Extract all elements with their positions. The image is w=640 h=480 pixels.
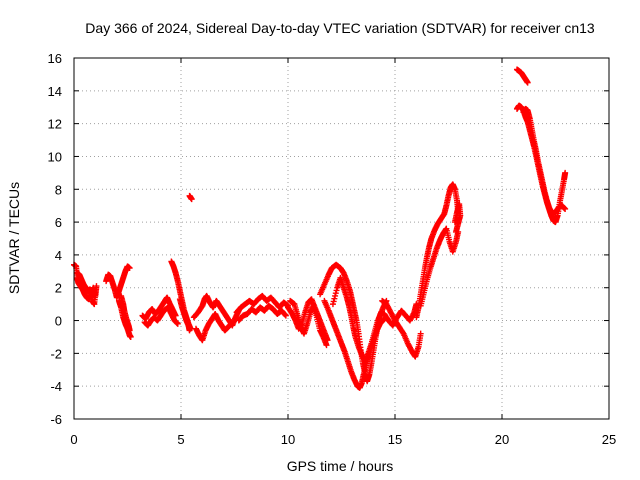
axis-ticks: 0 5 10 15 20 25 -6 -4 -2 0 2 4 6 8 10 12 14 16 bbox=[48, 51, 617, 447]
chart-title: Day 366 of 2024, Sidereal Day-to-day VTE… bbox=[85, 20, 595, 36]
data-point bbox=[323, 342, 330, 349]
data-point bbox=[330, 298, 337, 305]
x-axis-label: GPS time / hours bbox=[287, 458, 394, 474]
data-point bbox=[562, 205, 569, 212]
chart-grid bbox=[74, 58, 609, 419]
data-point bbox=[282, 312, 289, 319]
data-point bbox=[331, 295, 338, 302]
y-tick-label: 2 bbox=[55, 281, 62, 296]
y-tick-label: 8 bbox=[55, 182, 62, 197]
y-tick-label: -2 bbox=[50, 346, 62, 361]
y-tick-label: 16 bbox=[48, 51, 62, 66]
plot-frame bbox=[73, 57, 610, 420]
data-point bbox=[92, 288, 99, 295]
data-point bbox=[127, 333, 134, 340]
y-tick-label: -6 bbox=[50, 412, 62, 427]
y-tick-label: 0 bbox=[55, 314, 62, 329]
x-tick-label: 5 bbox=[177, 432, 184, 447]
x-tick-label: 25 bbox=[602, 432, 616, 447]
data-point bbox=[126, 327, 133, 334]
data-point bbox=[378, 309, 385, 316]
y-axis-label: SDTVAR / TECUs bbox=[6, 182, 22, 294]
data-point bbox=[333, 287, 340, 294]
data-point bbox=[452, 228, 459, 235]
y-tick-label: 10 bbox=[48, 149, 62, 164]
data-point bbox=[126, 265, 133, 272]
data-point bbox=[186, 327, 193, 334]
x-tick-label: 0 bbox=[70, 432, 77, 447]
data-point bbox=[329, 301, 336, 308]
data-point bbox=[332, 292, 339, 299]
data-point bbox=[93, 283, 100, 290]
data-point bbox=[228, 320, 235, 327]
y-tick-label: 4 bbox=[55, 248, 62, 263]
data-point bbox=[524, 79, 531, 86]
y-tick-label: 14 bbox=[48, 84, 62, 99]
y-tick-label: -4 bbox=[50, 379, 62, 394]
data-series-sdtvar bbox=[71, 66, 569, 391]
x-tick-label: 15 bbox=[388, 432, 402, 447]
y-tick-label: 6 bbox=[55, 215, 62, 230]
data-point bbox=[282, 311, 289, 318]
data-point bbox=[562, 169, 569, 176]
data-point bbox=[417, 330, 424, 337]
x-tick-label: 20 bbox=[495, 432, 509, 447]
data-point bbox=[188, 196, 195, 203]
y-tick-label: 12 bbox=[48, 117, 62, 132]
x-tick-label: 10 bbox=[281, 432, 295, 447]
data-point bbox=[332, 290, 339, 297]
data-point bbox=[174, 320, 181, 327]
